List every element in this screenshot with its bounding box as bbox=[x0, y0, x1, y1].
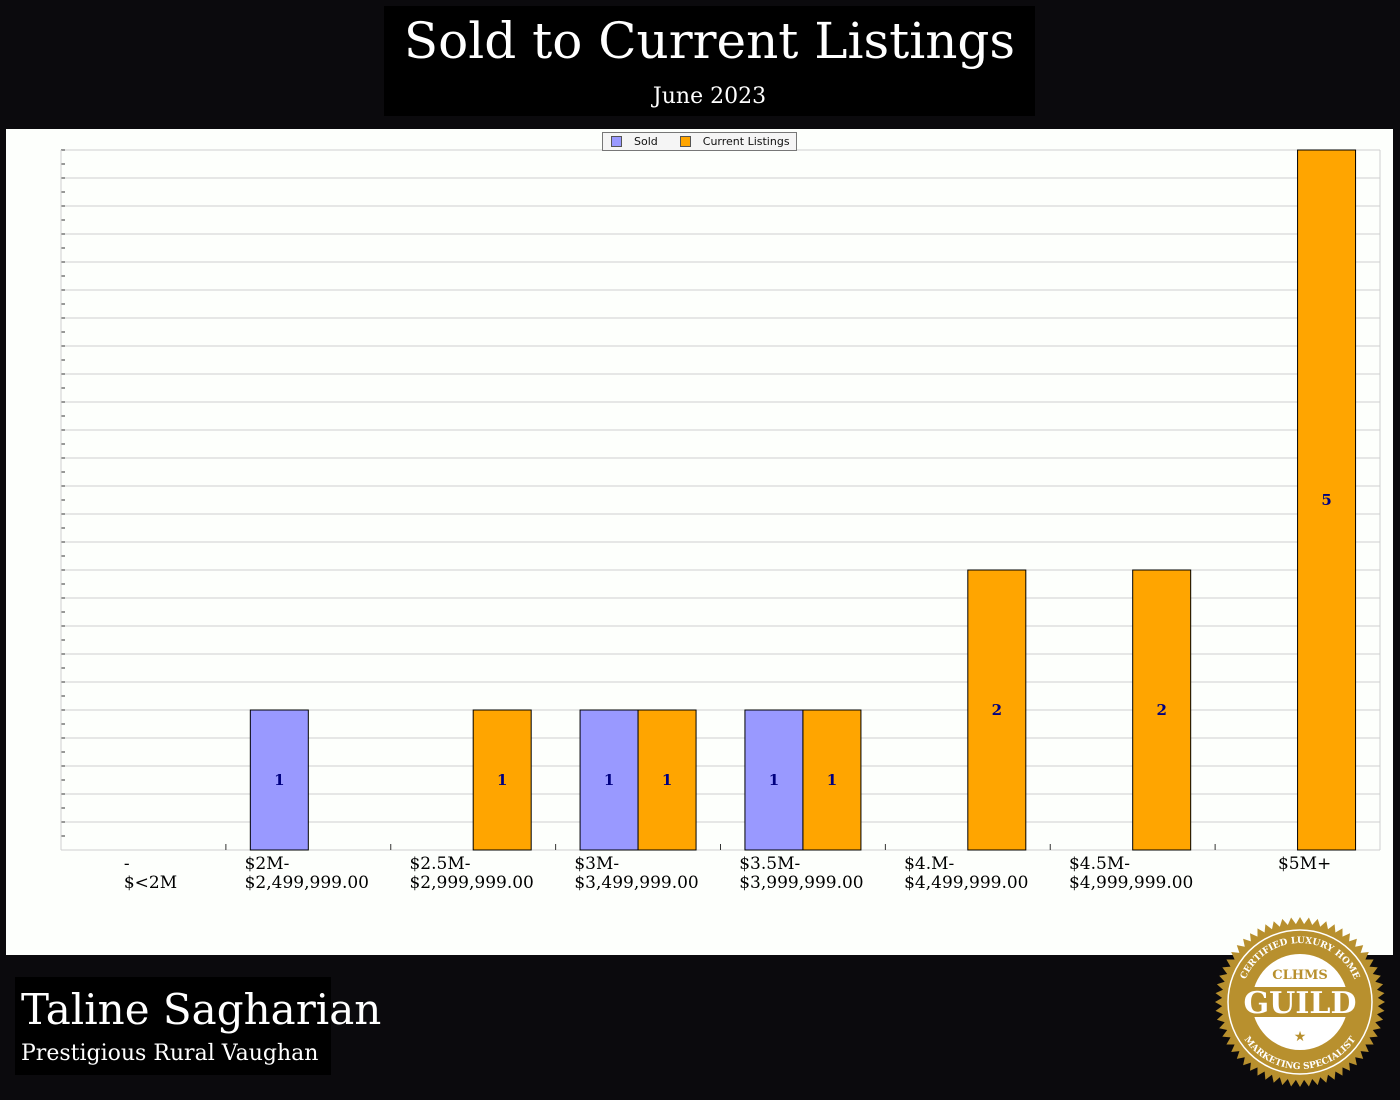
bar-current-listings bbox=[472, 709, 532, 851]
chart-title: Sold to Current Listings bbox=[403, 12, 1016, 70]
x-tick-label: $4.M-$4,499,999.00 bbox=[904, 854, 1028, 893]
data-label: 1 bbox=[662, 771, 672, 789]
bar-sold bbox=[249, 709, 309, 851]
badge-brand: CLHMS bbox=[1272, 968, 1328, 983]
bar-sold bbox=[744, 709, 804, 851]
x-tick-label-line: $4,999,999.00 bbox=[1069, 873, 1193, 893]
x-tick-label-line: $4.5M- bbox=[1069, 854, 1130, 874]
x-tick-label-line: $3M- bbox=[574, 854, 619, 874]
bar-current-listings bbox=[637, 709, 697, 851]
x-tick-label: $2.5M-$2,999,999.00 bbox=[409, 854, 533, 893]
x-tick-label-line: $4.M- bbox=[904, 854, 954, 874]
x-tick-label: $5M+ bbox=[1278, 854, 1331, 874]
x-tick-label-line: - bbox=[124, 854, 130, 874]
data-label: 1 bbox=[769, 771, 779, 789]
chart-subtitle: June 2023 bbox=[652, 84, 767, 109]
badge-star: ★ bbox=[1294, 1029, 1307, 1045]
legend: Sold Current Listings bbox=[602, 132, 797, 151]
bar-current-listings bbox=[802, 709, 862, 851]
data-label: 2 bbox=[992, 701, 1002, 719]
x-tick-label: $2M-$2,499,999.00 bbox=[245, 854, 369, 893]
x-tick-label: -$<2M bbox=[124, 854, 177, 893]
x-tick-label: $3M-$3,499,999.00 bbox=[574, 854, 698, 893]
legend-swatch-current bbox=[679, 136, 691, 147]
x-tick-label-line: $2,999,999.00 bbox=[409, 873, 533, 893]
x-tick-label-line: $2M- bbox=[245, 854, 290, 874]
data-label: 1 bbox=[827, 771, 837, 789]
x-tick-label-line: $3,999,999.00 bbox=[739, 873, 863, 893]
x-tick-label-line: $<2M bbox=[124, 873, 177, 893]
bar-current-listings bbox=[967, 569, 1027, 851]
data-label: 1 bbox=[497, 771, 507, 789]
legend-swatch-sold bbox=[611, 136, 622, 147]
x-tick-label-line: $3.5M- bbox=[739, 854, 800, 874]
data-label: 1 bbox=[274, 771, 284, 789]
badge-ring bbox=[1227, 929, 1373, 1075]
bar-current-listings bbox=[1297, 149, 1357, 851]
x-tick-label-line: $2.5M- bbox=[409, 854, 470, 874]
data-label: 2 bbox=[1156, 701, 1166, 719]
legend-label-current: Current Listings bbox=[702, 135, 790, 148]
title-box: Sold to Current Listings June 2023 bbox=[384, 6, 1035, 116]
badge-word: GUILD bbox=[1244, 986, 1357, 1021]
office-name: Prestigious Rural Vaughan bbox=[21, 1041, 319, 1066]
bar-sold bbox=[579, 709, 639, 851]
legend-label-sold: Sold bbox=[634, 135, 658, 148]
x-tick-label: $3.5M-$3,999,999.00 bbox=[739, 854, 863, 893]
data-label: 5 bbox=[1321, 491, 1331, 509]
bar-current-listings bbox=[1132, 569, 1192, 851]
x-tick-label-line: $4,499,999.00 bbox=[904, 873, 1028, 893]
x-tick-label-line: $5M+ bbox=[1278, 854, 1331, 874]
agent-name: Taline Sagharian bbox=[21, 985, 382, 1034]
agent-box: Taline Sagharian Prestigious Rural Vaugh… bbox=[15, 977, 382, 1075]
x-tick-label-line: $3,499,999.00 bbox=[574, 873, 698, 893]
badge-band bbox=[1237, 987, 1363, 1017]
x-tick-label: $4.5M-$4,999,999.00 bbox=[1069, 854, 1193, 893]
data-label: 1 bbox=[604, 771, 614, 789]
x-tick-label-line: $2,499,999.00 bbox=[245, 873, 369, 893]
